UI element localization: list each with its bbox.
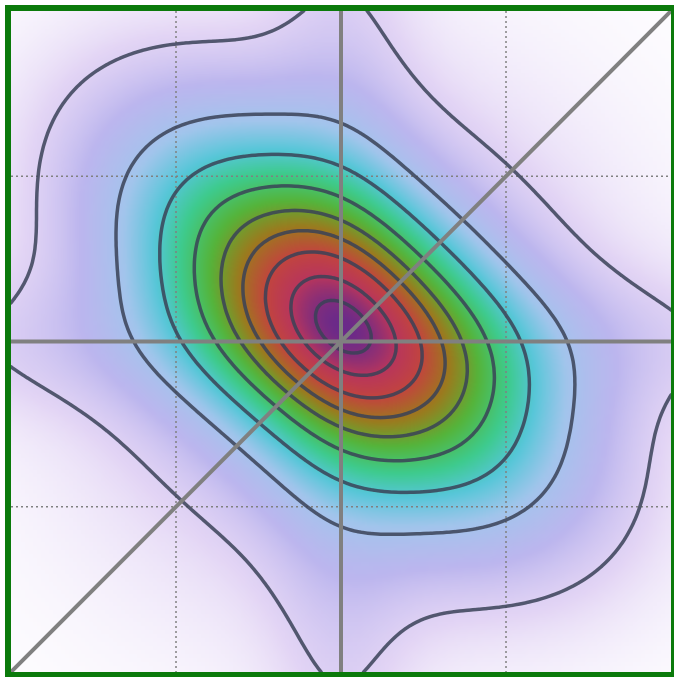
contour-line-level-7 [263,250,424,400]
diagonal-line [9,9,673,674]
contour-line-level-8 [289,274,398,378]
plot-frame [5,5,674,677]
contour-line-level-4 [192,184,497,463]
reference-lines [9,9,673,674]
contour-line-level-3 [158,152,532,495]
contour-line-level-1 [9,9,673,674]
contour-line-level-2 [114,112,577,537]
contour-lines [9,9,673,674]
